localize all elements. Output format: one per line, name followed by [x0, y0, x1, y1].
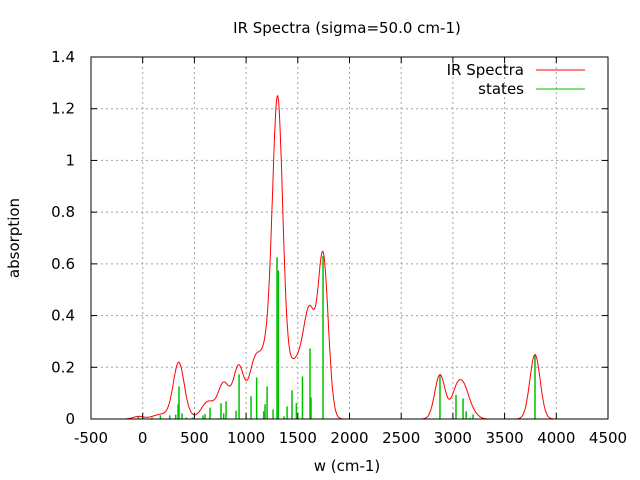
y-tick-label: 0.8 [51, 203, 75, 221]
ir-spectra-line [122, 94, 588, 420]
y-tick-label: 1.4 [51, 48, 75, 66]
x-tick-label: 1500 [279, 429, 317, 447]
x-tick-label: 1000 [227, 429, 265, 447]
y-tick-label: 0.2 [51, 358, 75, 376]
x-tick-label: 3500 [486, 429, 524, 447]
axis-ticks: -500 0 500 1000 1500 2000 2500 3000 3500 4000 4500… [51, 48, 627, 447]
x-axis-label: w (cm-1) [314, 457, 381, 475]
y-tick-label: 0.4 [51, 307, 75, 325]
y-tick-label: 1 [65, 151, 75, 169]
states-series [137, 256, 536, 419]
grid [91, 57, 608, 419]
y-axis-label: absorption [5, 198, 23, 278]
chart-title: IR Spectra (sigma=50.0 cm-1) [233, 19, 461, 37]
y-tick-label: 0 [65, 410, 75, 428]
legend-label-states: states [478, 80, 524, 98]
y-tick-label: 1.2 [51, 100, 75, 118]
legend: IR Spectra states [447, 61, 585, 98]
x-tick-label: 4500 [589, 429, 627, 447]
x-tick-label: 2000 [330, 429, 368, 447]
x-tick-label: 4000 [537, 429, 575, 447]
x-tick-label: 0 [138, 429, 148, 447]
legend-label-ir-spectra: IR Spectra [447, 61, 524, 79]
x-tick-label: 3000 [434, 429, 472, 447]
x-tick-label: -500 [74, 429, 108, 447]
x-tick-label: 2500 [382, 429, 420, 447]
x-tick-label: 500 [180, 429, 209, 447]
y-tick-label: 0.6 [51, 255, 75, 273]
